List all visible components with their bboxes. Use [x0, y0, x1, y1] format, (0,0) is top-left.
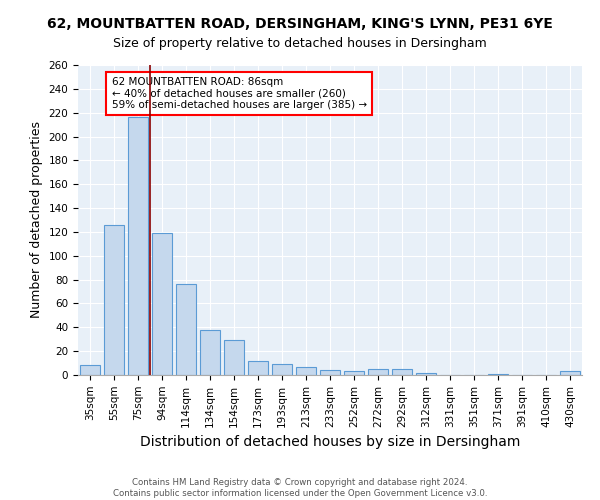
Y-axis label: Number of detached properties: Number of detached properties	[30, 122, 43, 318]
Bar	[200, 330, 220, 375]
Bar	[176, 284, 196, 375]
Bar	[368, 369, 388, 375]
Text: Size of property relative to detached houses in Dersingham: Size of property relative to detached ho…	[113, 38, 487, 51]
X-axis label: Distribution of detached houses by size in Dersingham: Distribution of detached houses by size …	[140, 435, 520, 449]
Bar	[392, 369, 412, 375]
Text: 62 MOUNTBATTEN ROAD: 86sqm
← 40% of detached houses are smaller (260)
59% of sem: 62 MOUNTBATTEN ROAD: 86sqm ← 40% of deta…	[112, 77, 367, 110]
Bar	[488, 374, 508, 375]
Bar	[248, 360, 268, 375]
Bar	[128, 118, 148, 375]
Bar	[320, 370, 340, 375]
Bar	[416, 372, 436, 375]
Bar	[296, 366, 316, 375]
Bar	[344, 372, 364, 375]
Text: 62, MOUNTBATTEN ROAD, DERSINGHAM, KING'S LYNN, PE31 6YE: 62, MOUNTBATTEN ROAD, DERSINGHAM, KING'S…	[47, 18, 553, 32]
Bar	[80, 366, 100, 375]
Bar	[560, 372, 580, 375]
Text: Contains HM Land Registry data © Crown copyright and database right 2024.
Contai: Contains HM Land Registry data © Crown c…	[113, 478, 487, 498]
Bar	[224, 340, 244, 375]
Bar	[104, 225, 124, 375]
Bar	[152, 233, 172, 375]
Bar	[272, 364, 292, 375]
